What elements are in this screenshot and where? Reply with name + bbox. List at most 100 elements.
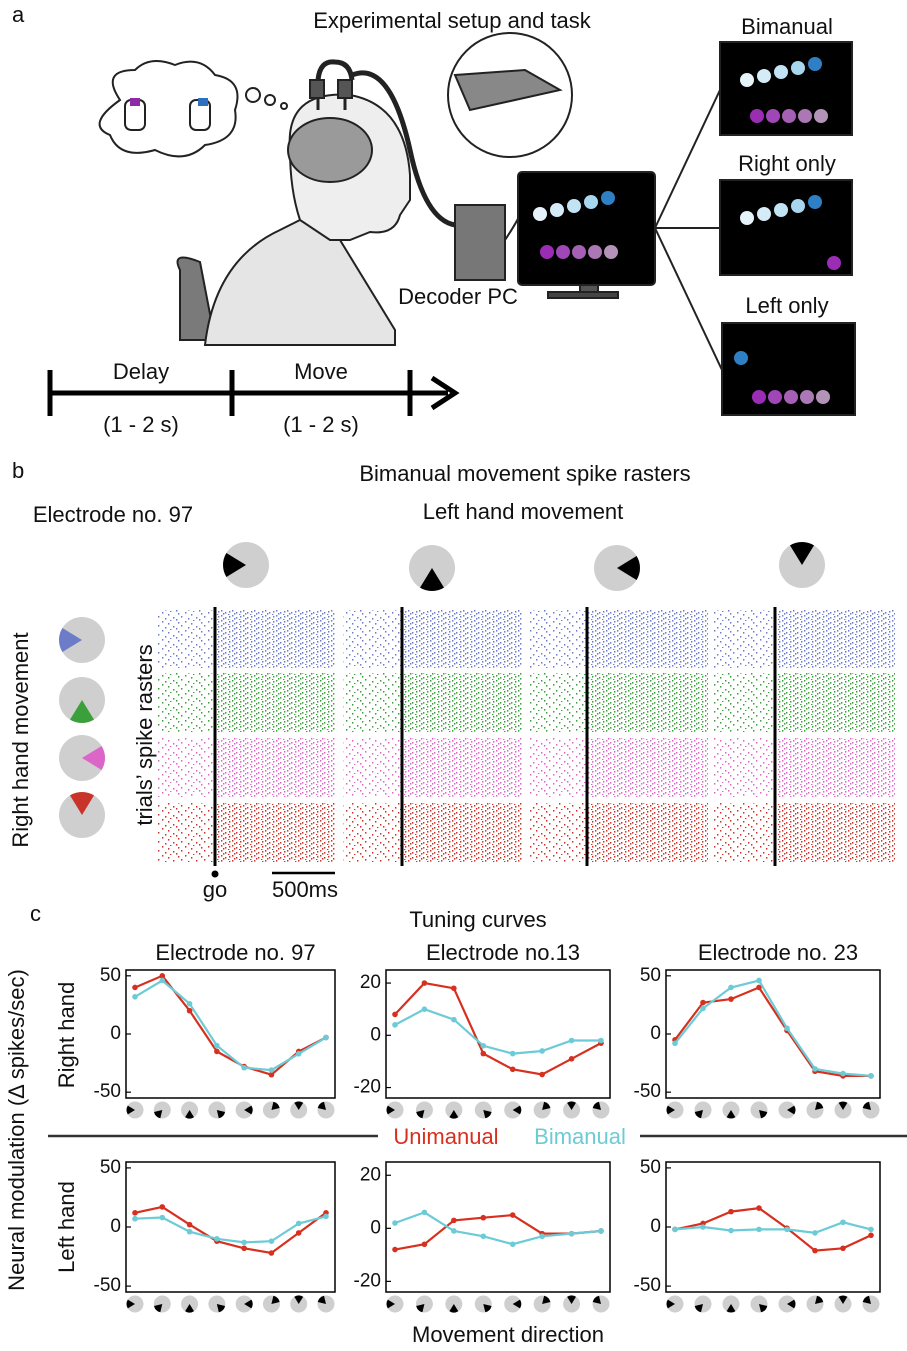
timeline <box>50 370 455 416</box>
raster-block <box>215 803 335 862</box>
curve-point <box>569 1038 575 1044</box>
y-tick-label: -50 <box>634 1275 661 1296</box>
curve-point <box>132 994 138 1000</box>
curve-point <box>451 985 457 991</box>
curve-point <box>132 1216 138 1222</box>
curve-point <box>868 1073 874 1079</box>
raster-block <box>215 673 335 732</box>
y-tick-label: -20 <box>354 1077 381 1098</box>
curve-point <box>812 1066 818 1072</box>
curve-point <box>756 1205 762 1211</box>
plot-frame <box>666 970 880 1098</box>
curve-line <box>135 1207 326 1253</box>
curve-point <box>187 1222 193 1228</box>
curve-point <box>672 1227 678 1233</box>
curve-point <box>728 996 734 1002</box>
screen-label: Bimanual <box>741 14 833 39</box>
y-tick-label: 50 <box>640 965 661 986</box>
curve-point <box>132 1210 138 1216</box>
curve-point <box>510 1212 516 1218</box>
raster-block <box>775 738 895 797</box>
screen-label: Left only <box>745 293 828 318</box>
y-tick-label: 0 <box>110 1216 121 1237</box>
raster-block <box>587 610 708 668</box>
curve-line <box>675 981 871 1076</box>
curve-point <box>728 1209 734 1215</box>
curve-point <box>480 1051 486 1057</box>
panel-label: c <box>30 901 41 926</box>
curve-point <box>187 1001 193 1007</box>
curve-point <box>187 1008 193 1014</box>
legend-entry: Unimanual <box>393 1124 498 1149</box>
curve-point <box>672 1041 678 1047</box>
go-label: go <box>203 877 227 902</box>
phase-duration: (1 - 2 s) <box>283 412 359 437</box>
curve-line <box>135 1216 326 1242</box>
legend-entry: Bimanual <box>534 1124 626 1149</box>
curve-point <box>159 1204 165 1210</box>
curve-line <box>395 1009 601 1053</box>
panel-title: Experimental setup and task <box>313 8 592 33</box>
raster-block <box>343 803 402 862</box>
curve-point <box>756 1227 762 1233</box>
y-tick-label: -50 <box>94 1081 121 1102</box>
curve-point <box>422 980 428 986</box>
raster-block <box>343 610 402 668</box>
curve-point <box>598 1038 604 1044</box>
plot-frame <box>126 970 335 1098</box>
y-tick-label: 50 <box>640 1157 661 1178</box>
curve-point <box>598 1228 604 1234</box>
curve-point <box>480 1233 486 1239</box>
raster-block <box>157 673 215 732</box>
panel-title: Bimanual movement spike rasters <box>359 461 690 486</box>
curve-point <box>159 978 165 984</box>
curve-point <box>840 1071 846 1077</box>
curve-point <box>269 1238 275 1244</box>
raster-block <box>528 673 587 732</box>
curve-point <box>784 1227 790 1233</box>
curve-point <box>812 1230 818 1236</box>
phase-name: Move <box>294 359 348 384</box>
curve-point <box>510 1051 516 1057</box>
row-label: Left hand <box>54 1181 79 1273</box>
curve-point <box>539 1233 545 1239</box>
curve-point <box>269 1250 275 1256</box>
raster-block <box>528 610 587 668</box>
raster-block <box>402 803 522 862</box>
curve-point <box>241 1245 247 1251</box>
curve-point <box>840 1219 846 1225</box>
curve-point <box>480 1043 486 1049</box>
curve-point <box>296 1051 302 1057</box>
y-tick-label: 20 <box>360 1164 381 1185</box>
curve-point <box>422 1210 428 1216</box>
y-tick-label: -20 <box>354 1270 381 1291</box>
curve-point <box>159 1215 165 1221</box>
raster-block <box>402 738 522 797</box>
plot-frame <box>386 1162 610 1292</box>
curve-point <box>868 1227 874 1233</box>
chart-title: Electrode no. 97 <box>155 940 315 965</box>
decoder-label: Decoder PC <box>398 284 518 309</box>
y-tick-label: 0 <box>650 1023 661 1044</box>
curve-point <box>812 1248 818 1254</box>
y-tick-label: 20 <box>360 972 381 993</box>
curve-point <box>868 1232 874 1238</box>
raster-block <box>775 610 895 668</box>
chart-title: Electrode no.13 <box>426 940 580 965</box>
curve-point <box>784 1025 790 1031</box>
raster-block <box>714 738 775 797</box>
y-axis-label: Neural modulation (Δ spikes/sec) <box>4 969 29 1291</box>
y-tick-label: 0 <box>370 1217 381 1238</box>
curve-point <box>422 1006 428 1012</box>
electrode-label: Electrode no. 97 <box>33 502 193 527</box>
curve-point <box>323 1035 329 1041</box>
raster-block <box>343 673 402 732</box>
curve-point <box>569 1231 575 1237</box>
rasters <box>59 542 895 866</box>
chart-title: Electrode no. 23 <box>698 940 858 965</box>
y-axis-label: trials’ spike rasters <box>132 644 157 825</box>
y-tick-label: 0 <box>110 1023 121 1044</box>
curve-point <box>539 1072 545 1078</box>
curve-point <box>214 1043 220 1049</box>
raster-block <box>157 803 215 862</box>
